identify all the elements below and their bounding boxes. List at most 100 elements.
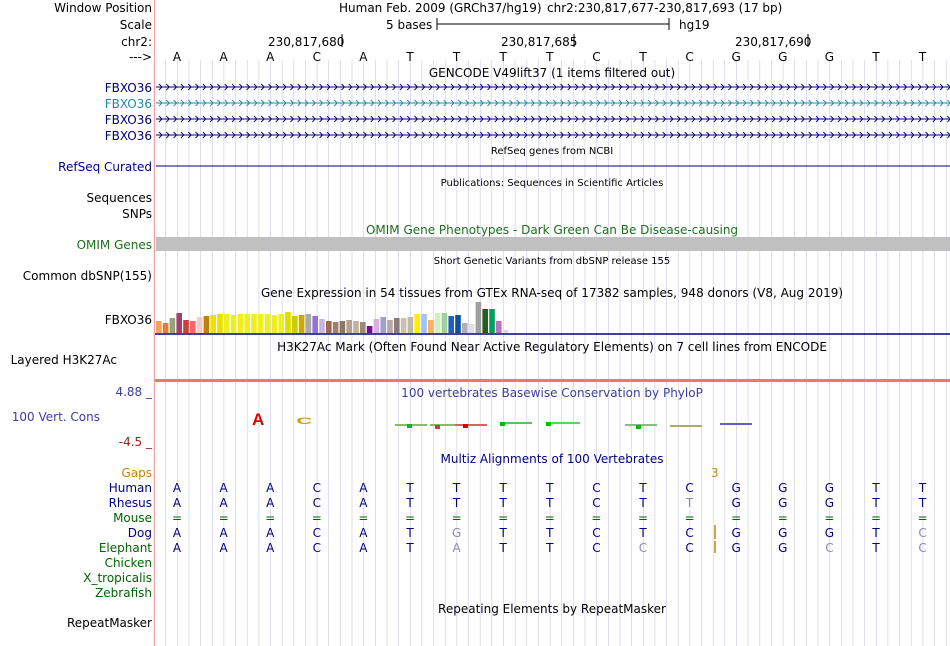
aligned-base: A	[266, 481, 275, 495]
reference-base: A	[219, 50, 228, 64]
aligned-base: G	[731, 526, 741, 540]
aligned-base: G	[824, 526, 835, 540]
repeatmasker-track-title: Repeating Elements by RepeatMasker	[438, 602, 666, 616]
aligned-base: A	[359, 496, 368, 510]
gtex-bar	[366, 326, 373, 333]
aligned-base: T	[452, 481, 461, 495]
aligned-base: T	[546, 541, 554, 555]
reference-base: C	[592, 50, 601, 64]
species-label[interactable]: Zebrafish	[95, 586, 152, 600]
phylop-mark	[500, 422, 505, 426]
gtex-bar	[169, 318, 176, 333]
gtex-track-title: Gene Expression in 54 tissues from GTEx …	[260, 286, 844, 300]
phylop-label[interactable]: 100 Vert. Cons	[11, 410, 100, 424]
reference-base: G	[778, 50, 788, 64]
gtex-bar	[326, 321, 332, 333]
phylop-mark	[500, 422, 532, 424]
gtex-bar	[475, 302, 482, 333]
assembly-title: Human Feb. 2009 (GRCh37/hg19)	[339, 1, 542, 15]
aligned-base: G	[778, 481, 788, 495]
aligned-base: C	[312, 496, 321, 510]
gtex-bar	[489, 309, 495, 333]
aligned-base: A	[359, 526, 368, 540]
gtex-bar	[210, 315, 216, 333]
gtex-bar	[353, 321, 359, 333]
phylop-mark	[548, 422, 580, 424]
gtex-bar	[264, 314, 271, 333]
species-label[interactable]: Rhesus	[108, 496, 152, 510]
species-label[interactable]: Mouse	[113, 511, 152, 525]
gtex-bar	[190, 321, 196, 333]
gtex-bar	[224, 314, 230, 333]
species-label[interactable]: Chicken	[104, 556, 152, 570]
ruler-tick-label: 230,817,680	[268, 35, 345, 49]
dbsnp-label[interactable]: Common dbSNP(155)	[22, 269, 152, 283]
sequences-label[interactable]: Sequences	[86, 191, 152, 205]
gtex-gene-label[interactable]: FBXO36	[104, 313, 152, 327]
aligned-base: T	[499, 526, 507, 540]
aligned-base: G	[778, 541, 788, 555]
gencode-gene-label[interactable]: FBXO36	[104, 113, 152, 127]
strand-arrow	[158, 115, 950, 123]
gap-count: 3	[711, 466, 719, 480]
gtex-bar	[196, 317, 203, 333]
species-label[interactable]: Dog	[127, 526, 152, 540]
refseq-curated-label[interactable]: RefSeq Curated	[58, 160, 152, 174]
aligned-base: A	[266, 526, 275, 540]
phylop-mark	[720, 423, 752, 425]
reference-base: C	[312, 50, 321, 64]
phylop-track-title: 100 vertebrates Basewise Conservation by…	[401, 386, 703, 400]
gaps-label[interactable]: Gaps	[121, 466, 152, 480]
multiz-track-title: Multiz Alignments of 100 Vertebrates	[440, 452, 664, 466]
reference-base: T	[639, 50, 647, 64]
species-label[interactable]: X_tropicalis	[83, 571, 152, 585]
aligned-base: T	[639, 526, 647, 540]
gtex-bar	[312, 316, 318, 333]
gtex-bar	[502, 330, 509, 333]
phylop-mark	[670, 425, 702, 427]
repeatmasker-label[interactable]: RepeatMasker	[66, 616, 152, 630]
species-label[interactable]: Human	[108, 481, 152, 495]
aligned-base: C	[592, 526, 601, 540]
phylop-mark	[455, 424, 487, 426]
window-position-label: Window Position	[54, 1, 152, 15]
gencode-gene-label[interactable]: FBXO36	[104, 81, 152, 95]
aligned-base: A	[359, 481, 368, 495]
aligned-base: C	[312, 541, 321, 555]
aligned-base: T	[685, 496, 694, 510]
strand-arrow	[158, 99, 950, 107]
aligned-base: C	[685, 541, 694, 555]
gtex-bar	[414, 314, 420, 333]
aligned-base: C	[825, 541, 834, 555]
phylop-mark	[435, 425, 440, 429]
gencode-gene-label[interactable]: FBXO36	[104, 97, 152, 111]
refseq-track-title: RefSeq genes from NCBI	[490, 146, 614, 157]
species-label[interactable]: Elephant	[98, 541, 152, 555]
omim-genes-label[interactable]: OMIM Genes	[76, 238, 152, 252]
aligned-base: =	[917, 511, 928, 525]
db-text: hg19	[679, 18, 710, 32]
aligned-base: T	[639, 481, 647, 495]
phylop-mark	[636, 425, 641, 429]
strand-arrow-label: --->	[128, 50, 152, 64]
aligned-base: A	[266, 496, 275, 510]
aligned-base: =	[591, 511, 602, 525]
h3k27ac-label[interactable]: Layered H3K27Ac	[10, 353, 117, 367]
gencode-gene-label[interactable]: FBXO36	[104, 129, 152, 143]
omim-track-title: OMIM Gene Phenotypes - Dark Green Can Be…	[365, 223, 739, 237]
gtex-bar	[455, 315, 461, 333]
gtex-bar	[285, 312, 291, 333]
aligned-base: =	[404, 511, 416, 525]
aligned-base: A	[172, 541, 182, 555]
aligned-base: =	[265, 511, 276, 525]
aligned-base: T	[546, 526, 554, 540]
aligned-base: =	[777, 511, 788, 525]
gtex-bar	[298, 315, 305, 333]
aligned-base: =	[171, 511, 183, 525]
snps-label[interactable]: SNPs	[122, 207, 152, 221]
aligned-base: T	[406, 481, 414, 495]
phylop-mark	[430, 424, 462, 426]
strand-arrow	[158, 131, 950, 139]
aligned-base: T	[499, 541, 507, 555]
